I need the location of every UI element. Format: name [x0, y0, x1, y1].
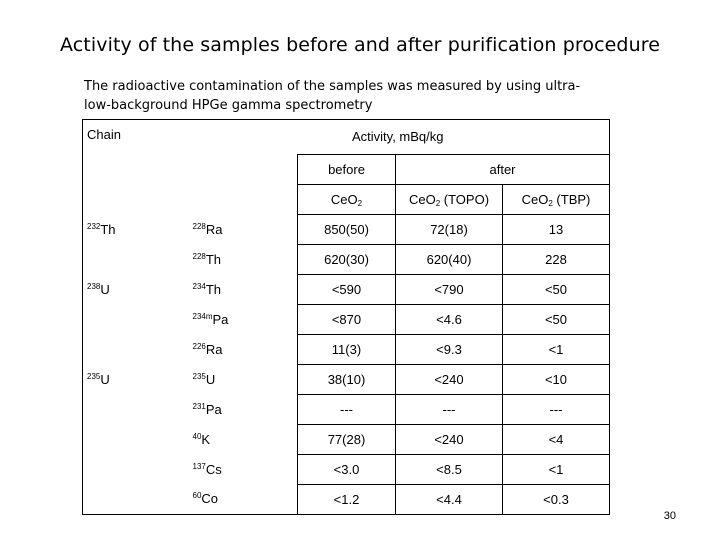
chain-cell	[82, 244, 187, 274]
chain-cell: 232Th	[82, 214, 187, 244]
activity-ceo2-topo-cell: <240	[395, 423, 503, 454]
activity-ceo2-cell: 38(10)	[297, 363, 396, 394]
isotope-header-spacer	[186, 154, 298, 184]
isotope-header-spacer	[186, 184, 298, 214]
activity-ceo2-tbp-cell: <10	[502, 363, 611, 394]
activity-ceo2-topo-cell: <790	[395, 273, 503, 304]
chain-cell	[82, 454, 187, 484]
chain-cell: 235U	[82, 364, 187, 394]
chain-cell	[82, 484, 187, 515]
table-body: 232Th 228Ra 850(50) 72(18) 13 228Th 620(30) 620…	[82, 213, 611, 515]
activity-ceo2-topo-cell: 620(40)	[395, 243, 503, 274]
header-row-before-after: before after	[82, 153, 611, 184]
isotope-cell: 235U	[186, 364, 298, 394]
chain-cell	[82, 334, 187, 364]
sample-header-ceo2: CeO2	[297, 183, 396, 214]
chain-header: Chain	[82, 119, 187, 154]
table-row: 228Th 620(30) 620(40) 228	[82, 243, 611, 274]
before-header: before	[297, 153, 396, 184]
chain-cell	[82, 304, 187, 334]
activity-table-container: Chain Activity, mBq/kg before after CeO2…	[82, 119, 611, 515]
table-row: 60Co <1.2 <4.4 <0.3	[82, 483, 611, 515]
activity-ceo2-tbp-cell: <4	[502, 423, 611, 454]
table-row: 234mPa <870 <4.6 <50	[82, 303, 611, 334]
table-row: 238U 234Th <590 <790 <50	[82, 273, 611, 304]
chain-header-spacer	[82, 184, 187, 214]
chain-cell	[82, 424, 187, 454]
slide-subtitle: The radioactive contamination of the sam…	[84, 79, 581, 113]
activity-ceo2-cell: 11(3)	[297, 333, 396, 364]
chain-header-spacer	[82, 154, 187, 184]
activity-ceo2-topo-cell: ---	[395, 393, 503, 424]
activity-ceo2-cell: 850(50)	[297, 213, 396, 244]
activity-ceo2-topo-cell: <8.5	[395, 453, 503, 484]
activity-ceo2-cell: <590	[297, 273, 396, 304]
activity-ceo2-topo-cell: <240	[395, 363, 503, 394]
table-row: 137Cs <3.0 <8.5 <1	[82, 453, 611, 484]
activity-ceo2-tbp-cell: 13	[502, 213, 611, 244]
activity-ceo2-cell: <3.0	[297, 453, 396, 484]
table-row: 231Pa --- --- ---	[82, 393, 611, 424]
isotope-cell: 231Pa	[186, 394, 298, 424]
isotope-cell: 60Co	[186, 484, 298, 515]
activity-ceo2-tbp-cell: 228	[502, 243, 611, 274]
activity-ceo2-tbp-cell: <0.3	[502, 483, 611, 515]
activity-header: Activity, mBq/kg	[186, 119, 611, 154]
isotope-cell: 234Th	[186, 274, 298, 304]
after-header: after	[395, 153, 611, 184]
table-row: 40K 77(28) <240 <4	[82, 423, 611, 454]
table-row: 226Ra 11(3) <9.3 <1	[82, 333, 611, 364]
isotope-cell: 137Cs	[186, 454, 298, 484]
activity-ceo2-cell: <1.2	[297, 483, 396, 515]
activity-ceo2-tbp-cell: <50	[502, 303, 611, 334]
page-number: 30	[663, 510, 676, 522]
activity-ceo2-cell: <870	[297, 303, 396, 334]
activity-ceo2-cell: 77(28)	[297, 423, 396, 454]
isotope-cell: 226Ra	[186, 334, 298, 364]
activity-ceo2-tbp-cell: ---	[502, 393, 611, 424]
table-row: 232Th 228Ra 850(50) 72(18) 13	[82, 213, 611, 244]
header-row-activity: Chain Activity, mBq/kg	[82, 119, 611, 154]
activity-ceo2-cell: ---	[297, 393, 396, 424]
sample-header-ceo2-tbp: CeO2 (TBP)	[502, 183, 611, 214]
activity-ceo2-topo-cell: <4.6	[395, 303, 503, 334]
isotope-cell: 228Th	[186, 244, 298, 274]
isotope-cell: 40K	[186, 424, 298, 454]
activity-ceo2-topo-cell: <9.3	[395, 333, 503, 364]
slide-title: Activity of the samples before and after…	[59, 34, 661, 56]
activity-ceo2-cell: 620(30)	[297, 243, 396, 274]
chain-cell	[82, 394, 187, 424]
activity-ceo2-tbp-cell: <1	[502, 333, 611, 364]
activity-table: Chain Activity, mBq/kg before after CeO2…	[82, 119, 611, 515]
isotope-cell: 228Ra	[186, 214, 298, 244]
chain-cell: 238U	[82, 274, 187, 304]
sample-header-ceo2-topo: CeO2 (TOPO)	[395, 183, 503, 214]
activity-ceo2-topo-cell: 72(18)	[395, 213, 503, 244]
activity-ceo2-tbp-cell: <1	[502, 453, 611, 484]
activity-ceo2-topo-cell: <4.4	[395, 483, 503, 515]
table-row: 235U 235U 38(10) <240 <10	[82, 363, 611, 394]
header-row-samples: CeO2 CeO2 (TOPO) CeO2 (TBP)	[82, 183, 611, 214]
isotope-cell: 234mPa	[186, 304, 298, 334]
activity-ceo2-tbp-cell: <50	[502, 273, 611, 304]
